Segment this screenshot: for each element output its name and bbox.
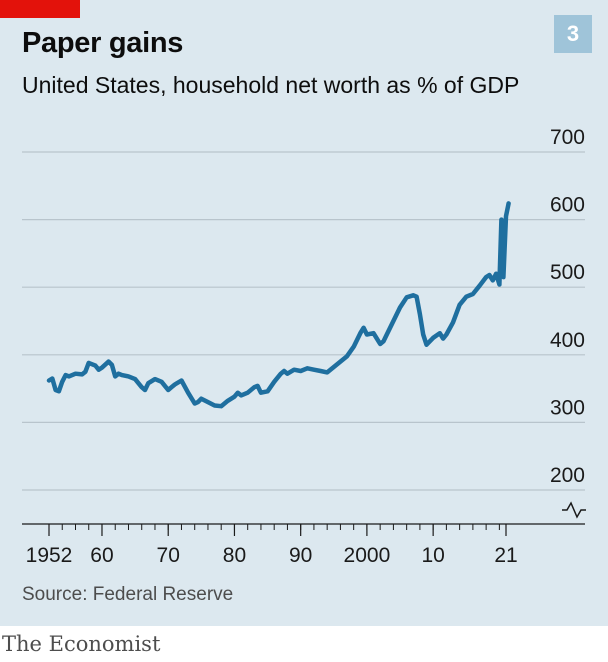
source-note: Source: Federal Reserve [22, 584, 234, 605]
y-tick-label-300: 300 [550, 396, 585, 419]
x-tick-label-2000: 2000 [344, 544, 391, 567]
chart-number-badge: 3 [554, 15, 592, 53]
x-tick-label-2010: 10 [421, 544, 444, 567]
chart-title: Paper gains [22, 27, 184, 59]
x-tick-label-1960: 60 [90, 544, 113, 567]
y-tick-label-500: 500 [550, 261, 585, 284]
x-tick-label-1990: 90 [289, 544, 312, 567]
x-tick-label-1952: 1952 [26, 544, 73, 567]
y-tick-label-200: 200 [550, 464, 585, 487]
brand-tag [0, 0, 80, 18]
line-chart: 700 600 500 400 300 200 1952 60 70 80 90 2000 10 21 [22, 126, 586, 567]
axis-break-icon [562, 501, 586, 519]
series-line-net-worth [46, 201, 511, 409]
y-tick-label-700: 700 [550, 126, 585, 149]
x-tick-label-1970: 70 [157, 544, 180, 567]
x-tick-label-1980: 80 [223, 544, 246, 567]
chart-subtitle: United States, household net worth as % … [22, 72, 520, 98]
x-tick-label-2021: 21 [494, 544, 517, 567]
publisher-logo: The Economist [2, 632, 161, 656]
y-tick-label-600: 600 [550, 194, 585, 217]
y-tick-label-400: 400 [550, 329, 585, 352]
chart-panel [0, 0, 608, 626]
